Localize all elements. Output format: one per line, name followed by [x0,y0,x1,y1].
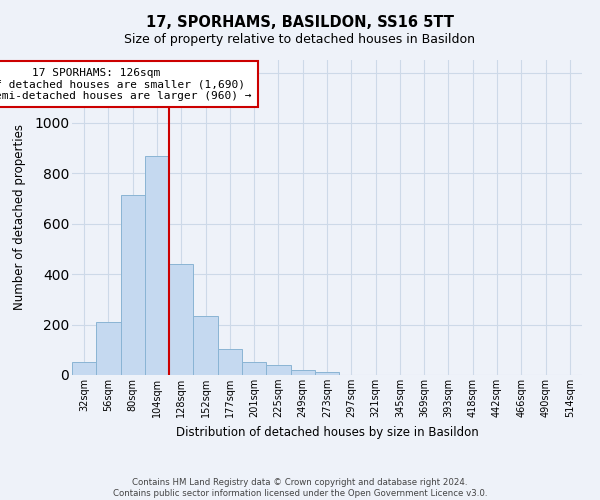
Bar [145,156,169,375]
Y-axis label: Number of detached properties: Number of detached properties [13,124,26,310]
Bar [193,316,218,375]
Text: Size of property relative to detached houses in Basildon: Size of property relative to detached ho… [125,32,476,46]
Bar [96,322,121,375]
Text: 17 SPORHAMS: 126sqm
← 63% of detached houses are smaller (1,690)
36% of semi-det: 17 SPORHAMS: 126sqm ← 63% of detached ho… [0,68,251,101]
Bar [72,362,96,375]
Text: Contains HM Land Registry data © Crown copyright and database right 2024.
Contai: Contains HM Land Registry data © Crown c… [113,478,487,498]
Bar [290,370,315,375]
Bar [315,372,339,375]
Bar [266,365,290,375]
Bar [121,195,145,375]
Text: 17, SPORHAMS, BASILDON, SS16 5TT: 17, SPORHAMS, BASILDON, SS16 5TT [146,15,454,30]
Bar [169,264,193,375]
X-axis label: Distribution of detached houses by size in Basildon: Distribution of detached houses by size … [176,426,478,438]
Bar [218,349,242,375]
Bar [242,362,266,375]
